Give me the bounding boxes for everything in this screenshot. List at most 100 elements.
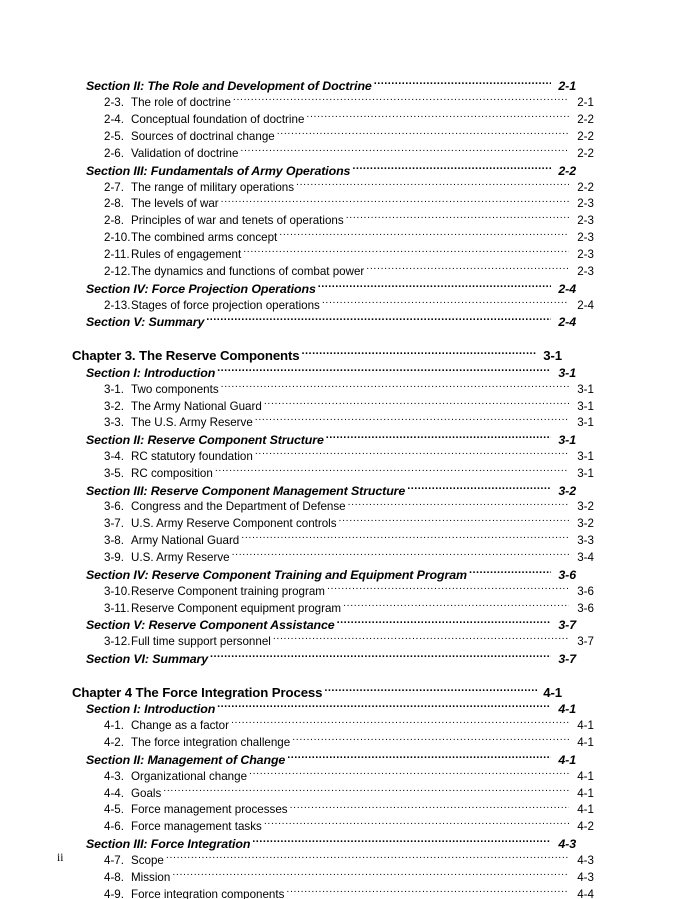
toc-entry-label: 2-8. Principles of war and tenets of oper… — [104, 213, 344, 229]
toc-entry-page-number: 3-4 — [577, 551, 594, 565]
toc-entry-label: 2-11.Rules of engagement — [104, 247, 241, 263]
toc-entry-row[interactable]: 3-9.U.S. Army Reserve 3-4 — [104, 550, 594, 567]
toc-entry-row[interactable]: 2-3.The role of doctrine 2-1 — [104, 95, 594, 112]
dot-leader — [255, 415, 569, 427]
toc-entry-row[interactable]: 2-13.Stages of force projection operatio… — [104, 297, 594, 314]
dot-leader — [374, 78, 551, 90]
toc-entry-row[interactable]: 3-7. U.S. Army Reserve Component controls… — [104, 516, 594, 533]
toc-entry-page-number: 4-1 — [577, 719, 594, 733]
toc-entry-row[interactable]: 2-8. Principles of war and tenets of oper… — [104, 213, 594, 230]
toc-entry-row[interactable]: 4-1.Change as a factor 4-1 — [104, 718, 594, 735]
toc-section-row[interactable]: Section II: Reserve Component Structure 3… — [86, 432, 576, 449]
toc-entry-page-number: 4-3 — [577, 853, 594, 867]
toc-entry-row[interactable]: 3-12.Full time support personnel 3-7 — [104, 634, 594, 651]
toc-entry-label: 3-11.Reserve Component equipment program — [104, 601, 341, 617]
toc-section-row[interactable]: Section III: Force Integration 4-3 — [86, 836, 576, 853]
toc-entry-row[interactable]: 2-11.Rules of engagement 2-3 — [104, 247, 594, 264]
dot-leader — [286, 886, 569, 898]
dot-leader — [240, 145, 569, 157]
toc-section-row[interactable]: Section IV: Force Projection Operations 2… — [86, 280, 576, 297]
toc-entry-row[interactable]: 4-8.Mission 4-3 — [104, 869, 594, 886]
dot-leader — [306, 112, 569, 124]
dot-leader — [469, 566, 551, 578]
toc-section-row[interactable]: Section I: Introduction 4-1 — [86, 701, 576, 718]
toc-entry-row[interactable]: 3-2.The Army National Guard 3-1 — [104, 398, 594, 415]
toc-entry-number: 3-2. — [104, 399, 124, 413]
dot-leader — [163, 785, 569, 797]
toc-section-row[interactable]: Section VI: Summary 3-7 — [86, 650, 576, 667]
dot-leader — [366, 263, 569, 275]
toc-entry-row[interactable]: 3-6. Congress and the Department of Defen… — [104, 499, 594, 516]
toc-entry-row[interactable]: 2-12.The dynamics and functions of comba… — [104, 263, 594, 280]
toc-entry-number: 3-3. — [104, 416, 124, 430]
toc-entry-row[interactable]: 4-3.Organizational change 4-1 — [104, 768, 594, 785]
toc-entry-row[interactable]: 4-6.Force management tasks 4-2 — [104, 819, 594, 836]
toc-entry-page-number: 2-3 — [577, 214, 594, 228]
toc-entry-label: Section VI: Summary — [86, 651, 209, 666]
toc-chapter-row[interactable]: Chapter 3. The Reserve Components 3-1 — [72, 347, 562, 364]
toc-section-row[interactable]: Section III: Fundamentals of Army Operat… — [86, 162, 576, 179]
toc-entry-label: 2-4. Conceptual foundation of doctrine — [104, 112, 304, 128]
toc-entry-row[interactable]: 2-7.The range of military operations 2-2 — [104, 179, 594, 196]
toc-entry-number: 2-13. — [104, 298, 131, 312]
toc-entry-page-number: 3-1 — [558, 365, 576, 380]
dot-leader — [290, 802, 569, 814]
toc-entry-label: 4-9. Force integration components — [104, 887, 284, 899]
toc-entry-label: 3-8. Army National Guard — [104, 533, 239, 549]
toc-entry-row[interactable]: 3-3.The U.S. Army Reserve 3-1 — [104, 415, 594, 432]
toc-entry-number: 4-1. — [104, 719, 124, 733]
toc-section-row[interactable]: Section II: Management of Change 4-1 — [86, 751, 576, 768]
toc-entry-row[interactable]: 4-7.Scope 4-3 — [104, 852, 594, 869]
toc-entry-row[interactable]: 3-5.RC composition 3-1 — [104, 465, 594, 482]
toc-entry-label: Section V: Summary — [86, 315, 205, 330]
dot-leader — [233, 95, 569, 107]
toc-entry-number: 4-3. — [104, 769, 124, 783]
toc-entry-row[interactable]: 3-11.Reserve Component equipment program… — [104, 600, 594, 617]
toc-entry-row[interactable]: 3-8.Army National Guard 3-3 — [104, 533, 594, 550]
toc-section-row[interactable]: Section V: Reserve Component Assistance 3… — [86, 617, 576, 634]
toc-entry-page-number: 3-6 — [577, 601, 594, 615]
toc-entry-row[interactable]: 2-6.Validation of doctrine 2-2 — [104, 145, 594, 162]
toc-entry-page-number: 3-7 — [558, 618, 576, 633]
toc-entry-label: 3-1. Two components — [104, 382, 219, 398]
dot-leader — [318, 280, 551, 292]
toc-section-row[interactable]: Section II: The Role and Development of … — [86, 78, 576, 95]
toc-entry-row[interactable]: 2-4.Conceptual foundation of doctrine 2-2 — [104, 112, 594, 129]
toc-entry-label: Section IV: Force Projection Operations — [86, 281, 316, 296]
toc-entry-row[interactable]: 4-5.Force management processes 4-1 — [104, 802, 594, 819]
toc-entry-label: 4-2. The force integration challenge — [104, 735, 290, 751]
toc-entry-label: 3-6. Congress and the Department of Defen… — [104, 499, 346, 515]
dot-leader — [287, 751, 551, 763]
toc-entry-row[interactable]: 4-2.The force integration challenge 4-1 — [104, 735, 594, 752]
toc-entry-row[interactable]: 3-1.Two components 3-1 — [104, 381, 594, 398]
toc-entry-row[interactable]: 2-5.Sources of doctrinal change 2-2 — [104, 128, 594, 145]
toc-entry-row[interactable]: 3-4.RC statutory foundation 3-1 — [104, 448, 594, 465]
toc-entry-row[interactable]: 2-8.The levels of war 2-3 — [104, 196, 594, 213]
dot-leader — [210, 650, 551, 662]
toc-entry-number: 4-2. — [104, 736, 124, 750]
toc-section-row[interactable]: Section IV: Reserve Component Training a… — [86, 566, 576, 583]
toc-entry-page-number: 3-2 — [558, 483, 576, 498]
toc-entry-row[interactable]: 2-10.The combined arms concept 2-3 — [104, 230, 594, 247]
toc-entry-number: 2-11. — [104, 248, 130, 262]
dot-leader — [322, 297, 569, 309]
toc-entry-number: 2-12. — [104, 264, 131, 278]
dot-leader — [255, 448, 569, 460]
toc-section-row[interactable]: Section V: Summary 2-4 — [86, 314, 576, 331]
toc-entry-row[interactable]: 4-4.Goals 4-1 — [104, 785, 594, 802]
toc-entry-label: 3-9. U.S. Army Reserve — [104, 550, 230, 566]
toc-entry-row[interactable]: 3-10.Reserve Component training program3… — [104, 583, 594, 600]
toc-entry-label: 4-6. Force management tasks — [104, 819, 262, 835]
toc-section-row[interactable]: Section III: Reserve Component Managemen… — [86, 482, 576, 499]
toc-chapter-row[interactable]: Chapter 4 The Force Integration Process 4… — [72, 683, 562, 700]
toc-entry-row[interactable]: 4-9.Force integration components 4-4 — [104, 886, 594, 899]
toc-entry-page-number: 4-2 — [577, 820, 594, 834]
toc-entry-page-number: 2-2 — [558, 163, 576, 178]
toc-entry-label: 2-12.The dynamics and functions of comba… — [104, 264, 364, 280]
toc-spacer — [72, 667, 562, 683]
toc-entry-page-number: 3-1 — [577, 449, 594, 463]
toc-spacer — [72, 331, 562, 347]
toc-section-row[interactable]: Section I: Introduction 3-1 — [86, 364, 576, 381]
dot-leader — [252, 836, 551, 848]
toc-entry-label: 3-12.Full time support personnel — [104, 634, 271, 650]
